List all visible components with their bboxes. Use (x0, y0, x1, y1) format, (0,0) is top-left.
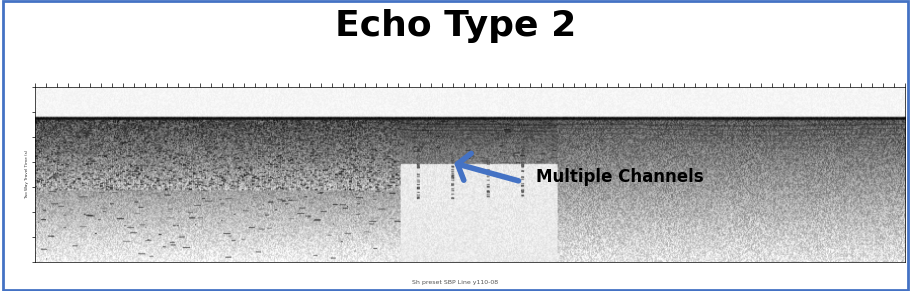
Y-axis label: Two Way Travel Time (s): Two Way Travel Time (s) (26, 150, 29, 199)
Text: Multiple Channels: Multiple Channels (537, 168, 704, 186)
Text: Sh preset SBP Line y110-08: Sh preset SBP Line y110-08 (413, 280, 498, 285)
Text: Echo Type 2: Echo Type 2 (335, 9, 576, 43)
